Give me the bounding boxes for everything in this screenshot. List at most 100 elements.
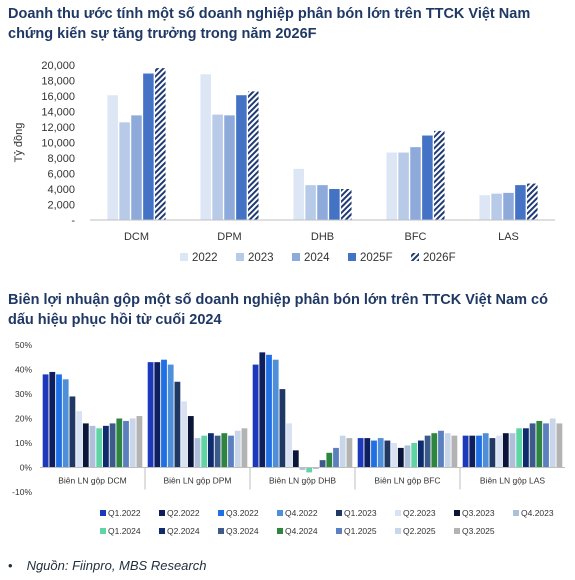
bar <box>155 68 166 220</box>
legend: Q1.2022 Q2.2022 Q3.2022 Q4.2022 Q1.2023 Q2.20… <box>100 508 554 536</box>
bar <box>411 443 418 468</box>
bar <box>341 189 352 220</box>
bar-series <box>42 352 563 473</box>
bar <box>82 423 89 468</box>
legend-swatch <box>395 510 401 516</box>
axes: -10% 0% 10% 20% 30% 40% 50% Biên LN gộp DCM Biên… <box>12 340 565 497</box>
bar <box>107 95 118 220</box>
bar <box>333 447 339 468</box>
y-tick-label: 6,000 <box>47 169 75 181</box>
bar <box>515 185 526 220</box>
legend-label: 2022 <box>192 252 218 264</box>
bar <box>476 435 482 468</box>
legend: 2022 2023 2024 2025F 2026F <box>180 252 456 264</box>
y-tick-label: 16,000 <box>41 91 75 103</box>
legend-swatch <box>454 510 460 516</box>
legend-swatch <box>336 510 342 516</box>
legend-label: 2023 <box>248 252 274 264</box>
bar <box>116 418 123 468</box>
bar <box>491 193 502 220</box>
chart2-title: Biên lợi nhuận gộp một số doanh nghiệp p… <box>8 292 548 328</box>
bar <box>154 362 161 468</box>
source-note: • Nguồn: Fiinpro, MBS Research <box>8 558 206 573</box>
bar <box>212 114 223 220</box>
legend-label: 2025F <box>360 252 393 264</box>
bar <box>503 192 514 220</box>
bar <box>76 411 82 468</box>
bar <box>434 130 445 220</box>
bar <box>326 452 333 468</box>
bar <box>317 185 328 220</box>
legend-label: 2024 <box>304 252 330 264</box>
y-tick-label: 0% <box>20 463 33 473</box>
bar <box>252 364 259 468</box>
bar <box>438 430 444 468</box>
bar <box>266 354 272 468</box>
x-tick-label: LAS <box>498 231 519 243</box>
legend-swatch <box>348 253 356 261</box>
legend-swatch <box>411 253 419 261</box>
bar <box>272 359 279 468</box>
bar <box>42 374 49 468</box>
y-tick-label: 2,000 <box>47 200 75 212</box>
bar <box>398 152 409 220</box>
x-tick-label: DPM <box>217 231 241 243</box>
bar <box>234 430 241 468</box>
bar <box>228 435 234 468</box>
legend-label: Q4.2024 <box>285 526 318 536</box>
legend-label: Q1.2024 <box>108 526 141 536</box>
bar <box>187 416 194 468</box>
legend-label: Q3.2025 <box>462 526 495 536</box>
y-tick-label: 8,000 <box>47 153 75 165</box>
y-tick-label: 20% <box>15 414 32 424</box>
bar <box>49 371 56 468</box>
legend-swatch <box>277 510 283 516</box>
y-tick-label: 4,000 <box>47 184 75 196</box>
y-tick-label: 40% <box>15 365 32 375</box>
bar <box>181 401 187 468</box>
bar <box>549 418 556 468</box>
bar <box>208 433 214 468</box>
bar <box>129 418 136 468</box>
y-tick-label: - <box>71 215 75 227</box>
x-tick-label: Biên LN gộp DCM <box>58 476 127 486</box>
x-tick-label: Biên LN gộp LAS <box>480 476 546 486</box>
bar <box>418 440 424 468</box>
bar <box>397 447 404 468</box>
bar <box>523 428 529 468</box>
bar <box>384 440 391 468</box>
legend-label: Q2.2022 <box>167 508 200 518</box>
y-tick-label: 10,000 <box>41 138 75 150</box>
legend-label: Q3.2024 <box>226 526 259 536</box>
bar <box>543 423 549 468</box>
bar <box>422 135 433 220</box>
bar <box>194 438 201 468</box>
bar <box>556 423 563 468</box>
bar <box>444 433 451 468</box>
legend-label: Q2.2025 <box>403 526 436 536</box>
bar <box>496 435 502 468</box>
bar <box>248 91 259 220</box>
bar <box>306 467 313 473</box>
legend-label: Q1.2025 <box>344 526 377 536</box>
bar <box>131 115 142 220</box>
bar <box>286 423 292 468</box>
bar <box>346 438 353 468</box>
bar <box>357 438 364 468</box>
bar <box>161 359 167 468</box>
legend-swatch <box>218 510 224 516</box>
y-tick-label: 14,000 <box>41 107 75 119</box>
bar <box>371 440 377 468</box>
bar <box>221 433 228 468</box>
bar-series <box>107 68 538 221</box>
legend-label: Q1.2023 <box>344 508 377 518</box>
legend-label: Q4.2023 <box>521 508 554 518</box>
bar <box>292 450 299 468</box>
y-tick-label: 12,000 <box>41 122 75 134</box>
bar <box>56 374 62 468</box>
bar <box>293 168 304 220</box>
bar <box>329 189 340 220</box>
bar <box>200 74 211 220</box>
legend-swatch <box>454 528 460 534</box>
gross-margin-chart: -10% 0% 10% 20% 30% 40% 50% Biên LN gộp DCM Biên… <box>12 340 565 536</box>
